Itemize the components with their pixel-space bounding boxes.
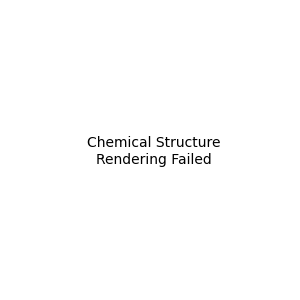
Text: Chemical Structure
Rendering Failed: Chemical Structure Rendering Failed: [87, 136, 220, 166]
